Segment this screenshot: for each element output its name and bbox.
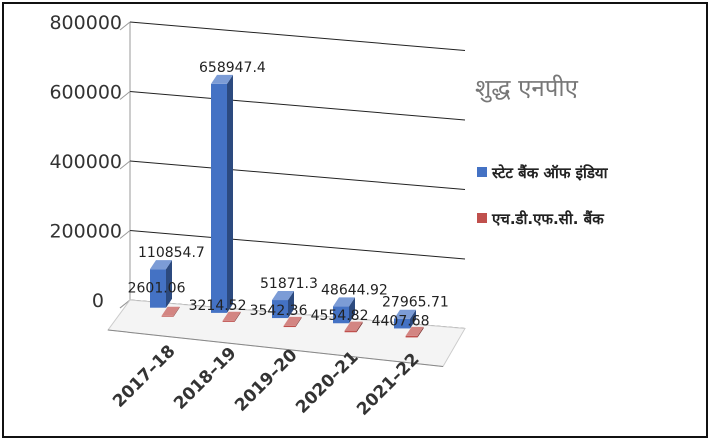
bar-front — [161, 315, 174, 317]
bar-sbi-4 — [394, 309, 416, 329]
data-label: 48644.92 — [321, 282, 388, 298]
legend-label-sbi: स्टेट बैंक ऑफ इंडिया — [491, 164, 609, 182]
bar-top — [394, 309, 416, 319]
bar-sbi-2 — [272, 291, 294, 319]
bar-front — [333, 306, 349, 324]
gridline-side-800000 — [119, 21, 131, 31]
bar-side — [356, 321, 363, 333]
data-label: 658947.4 — [199, 60, 266, 76]
y-tick-label: 600000 — [49, 82, 122, 104]
bar-top — [405, 326, 424, 336]
data-label: 2601.06 — [128, 281, 186, 297]
bar-side — [227, 74, 233, 313]
data-label: 4407.68 — [372, 313, 430, 329]
bar-front — [272, 300, 288, 319]
legend-swatch-hdfc — [477, 213, 487, 223]
bar-front — [394, 318, 410, 329]
legend-swatch-sbi — [477, 167, 487, 177]
gridline-800000 — [129, 21, 466, 51]
bar-side — [234, 311, 241, 322]
bar-front — [344, 330, 357, 333]
x-category-label: 2020–21 — [292, 347, 362, 417]
y-tick-label: 200000 — [49, 221, 122, 243]
data-label: 3542.36 — [250, 303, 308, 319]
bar-top — [283, 316, 302, 326]
bar-hdfc-1 — [222, 311, 241, 322]
chart-floor — [107, 299, 466, 368]
bar-side — [166, 260, 172, 308]
data-label: 27965.71 — [382, 295, 449, 311]
gridline-200000 — [129, 230, 466, 260]
bar-side — [295, 316, 302, 328]
bar-top — [211, 74, 233, 84]
gridline-600000 — [129, 91, 466, 121]
bar-side — [417, 326, 424, 338]
bar-top — [344, 321, 363, 331]
legend: स्टेट बैंक ऑफ इंडिया एच.डी.एफ.सी. बैंक — [477, 164, 609, 228]
bar-front — [283, 325, 296, 328]
bar-sbi-3 — [333, 297, 355, 324]
bar-hdfc-2 — [283, 316, 302, 328]
bar-front — [405, 335, 418, 338]
y-tick-label: 0 — [92, 290, 104, 312]
legend-label-hdfc: एच.डी.एफ.सी. बैंक — [491, 210, 605, 228]
bar-sbi-1 — [211, 74, 233, 313]
bar-side — [410, 309, 416, 329]
data-label: 4554.82 — [311, 308, 369, 324]
x-axis-line — [107, 329, 444, 367]
bar-side — [349, 297, 355, 324]
chart-title: शुद्ध एनपीए — [475, 74, 579, 103]
bars — [150, 74, 424, 338]
bar-hdfc-3 — [344, 321, 363, 333]
bar-hdfc-4 — [405, 326, 424, 338]
bar-sbi-0 — [150, 260, 172, 308]
data-label: 110854.7 — [138, 245, 205, 261]
data-label: 3214.52 — [189, 298, 247, 314]
bar-front — [222, 320, 235, 322]
data-labels: 110854.7 2601.06 658947.4 3214.52 51871.3 354… — [128, 60, 449, 330]
bar-side — [173, 306, 180, 317]
bar-hdfc-0 — [161, 306, 180, 317]
gridline-side-400000 — [119, 160, 131, 170]
gridline-side-200000 — [119, 230, 131, 239]
gridline-400000 — [129, 160, 466, 190]
bar-front — [211, 83, 227, 313]
x-category-label: 2017–18 — [109, 341, 179, 411]
gridline-side-0 — [119, 299, 131, 309]
x-category-label: 2018–19 — [170, 343, 240, 413]
bar-top — [161, 306, 180, 316]
data-label: 51871.3 — [260, 276, 318, 292]
bar-front — [150, 269, 166, 308]
bar-side — [288, 291, 294, 319]
x-category-label: 2019–20 — [231, 345, 301, 415]
bar-top — [272, 291, 294, 301]
bar-top — [333, 297, 355, 307]
y-axis-ticks: 0 200000 400000 600000 800000 — [49, 12, 122, 312]
bar-top — [150, 260, 172, 270]
gridline-side-600000 — [119, 91, 131, 100]
bar-top — [222, 311, 241, 321]
y-tick-label: 400000 — [49, 151, 122, 173]
y-tick-label: 800000 — [49, 12, 122, 34]
